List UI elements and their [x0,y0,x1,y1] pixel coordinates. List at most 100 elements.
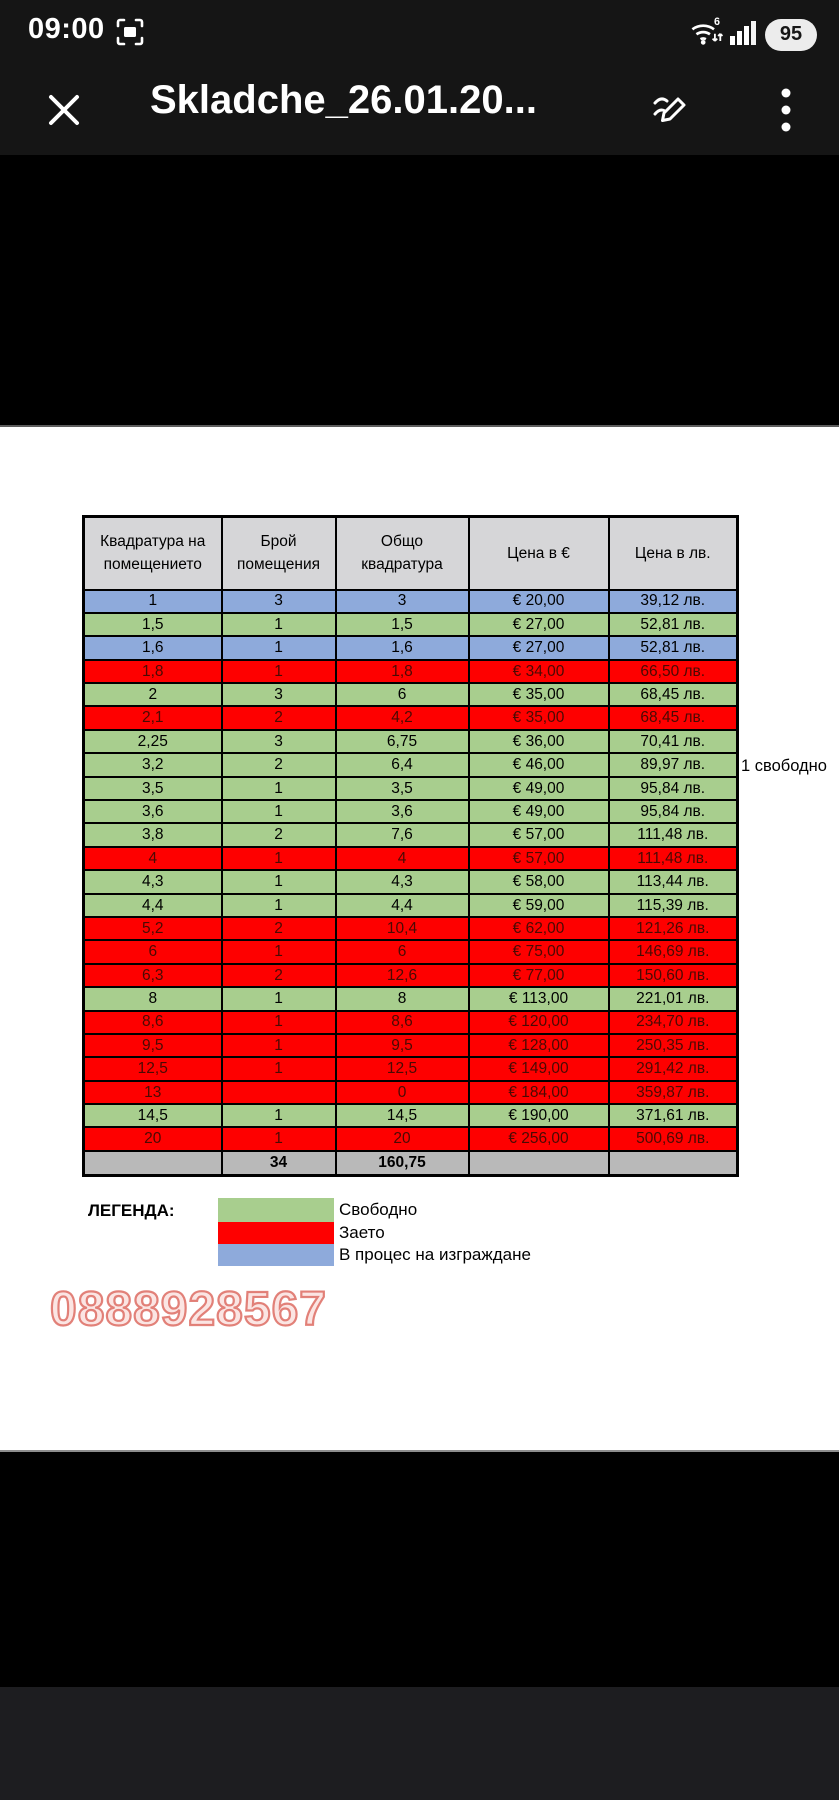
table-cell: 3 [220,728,337,755]
table-cell: 1 [220,611,337,638]
status-bar: 09:00 6 [0,0,839,65]
table-cell: 1 [220,1126,337,1152]
table-cell: € 184,00 [467,1079,610,1106]
battery-icon: 95 [765,18,817,51]
table-cell: 500,69 лв. [607,1126,739,1152]
table-cell: 52,81 лв. [607,635,739,661]
table-cell: 111,48 лв. [607,822,739,848]
table-cell: 13 [82,1079,223,1106]
legend-swatch-free [218,1198,334,1222]
table-cell: € 77,00 [467,962,610,989]
totals-row: 34 160,75 [82,1149,739,1177]
table-row: 3,2 2 6,4 € 46,00 89,97 лв. [82,752,739,778]
table-cell: 1 [220,1056,337,1082]
table-cell: € 128,00 [467,1032,610,1059]
table-cell: 95,84 лв. [607,798,739,825]
edit-pen-icon[interactable] [648,86,696,134]
table-cell: € 62,00 [467,915,610,942]
table-cell: € 190,00 [467,1103,610,1129]
table-cell: 5,2 [82,915,223,942]
table-row: 1,8 1 1,8 € 34,00 66,50 лв. [82,658,739,685]
table-row: 1,5 1 1,5 € 27,00 52,81 лв. [82,611,739,638]
phone-watermark: 0888928567 [49,1282,327,1337]
table-cell: 1 [220,658,337,685]
table-row: 2 3 6 € 35,00 68,45 лв. [82,682,739,708]
table-cell: 1 [220,869,337,895]
close-icon[interactable] [42,88,86,132]
table-cell: 2,1 [82,705,223,731]
table-row: 1,6 1 1,6 € 27,00 52,81 лв. [82,635,739,661]
table-cell: 14,5 [82,1103,223,1129]
table-cell: 3,6 [334,798,470,825]
overflow-menu-icon[interactable] [768,83,804,137]
table-cell: € 35,00 [467,682,610,708]
table-cell: 4,4 [334,892,470,918]
table-cell: 20 [82,1126,223,1152]
table-row: 3,6 1 3,6 € 49,00 95,84 лв. [82,798,739,825]
table-cell: 234,70 лв. [607,1009,739,1035]
table-cell: 8 [334,986,470,1012]
table-cell: 3 [220,588,337,614]
table-cell: 6,4 [334,752,470,778]
table-cell: € 58,00 [467,869,610,895]
table-cell: 111,48 лв. [607,845,739,872]
svg-text:6: 6 [714,16,720,28]
battery-percent: 95 [779,23,803,45]
table-cell: 1 [220,775,337,802]
table-cell: 2 [220,915,337,942]
photo-viewer-image[interactable]: Квадратура на помещението Брой помещения О… [0,425,839,1452]
table-cell: 1 [220,939,337,965]
table-cell: 8,6 [82,1009,223,1035]
table-cell: 113,44 лв. [607,869,739,895]
table-cell: 12,5 [334,1056,470,1082]
table-cell: 371,61 лв. [607,1103,739,1129]
table-cell: € 49,00 [467,775,610,802]
table-cell: 3,8 [82,822,223,848]
table-row: 2,1 2 4,2 € 35,00 68,45 лв. [82,705,739,731]
table-cell: 4,3 [82,869,223,895]
table-cell: 2,25 [82,728,223,755]
totals-cell [607,1149,739,1177]
page-title: Skladche_26.01.20... [150,78,537,122]
table-row: 3,8 2 7,6 € 57,00 111,48 лв. [82,822,739,848]
legend: Свободно Заето В процес на изграждане [218,1198,531,1266]
table-cell: 3,6 [82,798,223,825]
table-cell: 0 [334,1079,470,1106]
table-cell: 2 [220,705,337,731]
table-cell: 1 [82,588,223,614]
table-cell: 1,8 [82,658,223,685]
table-cell: 89,97 лв. [607,752,739,778]
table-row: 1 3 3 € 20,00 39,12 лв. [82,588,739,614]
table-cell: 1 [220,892,337,918]
table-row: 9,5 1 9,5 € 128,00 250,35 лв. [82,1032,739,1059]
table-cell: 68,45 лв. [607,705,739,731]
table-cell: € 36,00 [467,728,610,755]
table-cell: 1,5 [82,611,223,638]
table-cell: 6,3 [82,962,223,989]
table-cell: 6 [82,939,223,965]
wifi6-icon: 6 [687,14,724,55]
table-cell: 68,45 лв. [607,682,739,708]
legend-item: Заето [218,1222,531,1244]
table-cell: 3,2 [82,752,223,778]
navigation-bar [0,1687,839,1800]
table-cell: 1,6 [334,635,470,661]
table-cell: 2 [82,682,223,708]
totals-cell: 34 [220,1149,337,1177]
table-cell: 9,5 [334,1032,470,1059]
table-row: 20 1 20 € 256,00 500,69 лв. [82,1126,739,1152]
column-header: Цена в € [467,515,610,591]
table-cell: 1,8 [334,658,470,685]
column-header: Общо квадратура [334,515,470,591]
table-cell: 1,6 [82,635,223,661]
table-row: 8 1 8 € 113,00 221,01 лв. [82,986,739,1012]
table-row: 4,4 1 4,4 € 59,00 115,39 лв. [82,892,739,918]
table-cell: € 57,00 [467,845,610,872]
table-cell: 1 [220,635,337,661]
table-cell: 4,4 [82,892,223,918]
column-header: Квадратура на помещението [82,515,223,591]
table-row: 5,2 2 10,4 € 62,00 121,26 лв. [82,915,739,942]
legend-title: ЛЕГЕНДА: [88,1201,175,1220]
table-cell: 1 [220,1032,337,1059]
